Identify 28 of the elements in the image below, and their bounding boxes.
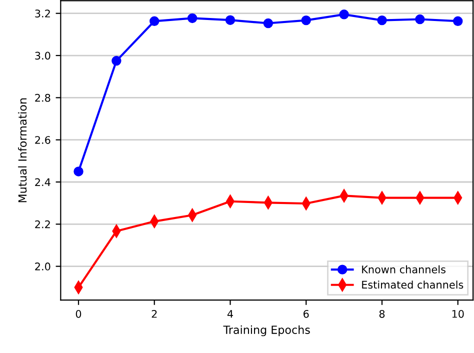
x-axis-title: Training Epochs	[223, 325, 310, 336]
y-axis-title: Mutual Information	[18, 98, 27, 202]
y-tick-label: 2.6	[35, 136, 50, 144]
point	[225, 15, 236, 25]
x-tick-label: 4	[227, 310, 233, 318]
x-tick-label: 6	[304, 310, 309, 318]
y-tick-label: 2.8	[35, 94, 50, 102]
point	[74, 166, 84, 176]
y-tick-label: 2.0	[35, 262, 50, 270]
x-tick-label: 10	[452, 310, 464, 318]
y-tick-label: 2.2	[35, 220, 50, 228]
point	[415, 14, 425, 24]
point	[112, 56, 122, 66]
y-tick-label: 3.2	[35, 10, 50, 18]
x-tick-label: 2	[152, 310, 157, 318]
point	[339, 10, 349, 20]
legend-label: Known channels	[362, 265, 446, 274]
y-tick-label: 2.4	[35, 178, 50, 186]
x-tick-label: 8	[379, 310, 385, 318]
y-tick-label: 3.0	[35, 52, 50, 60]
legend-label: Estimated channels	[362, 280, 464, 289]
point	[377, 15, 387, 26]
x-tick-label: 0	[76, 310, 82, 318]
point	[187, 13, 198, 24]
point	[301, 15, 311, 26]
point	[263, 18, 274, 28]
point	[150, 16, 160, 26]
point	[453, 16, 463, 26]
